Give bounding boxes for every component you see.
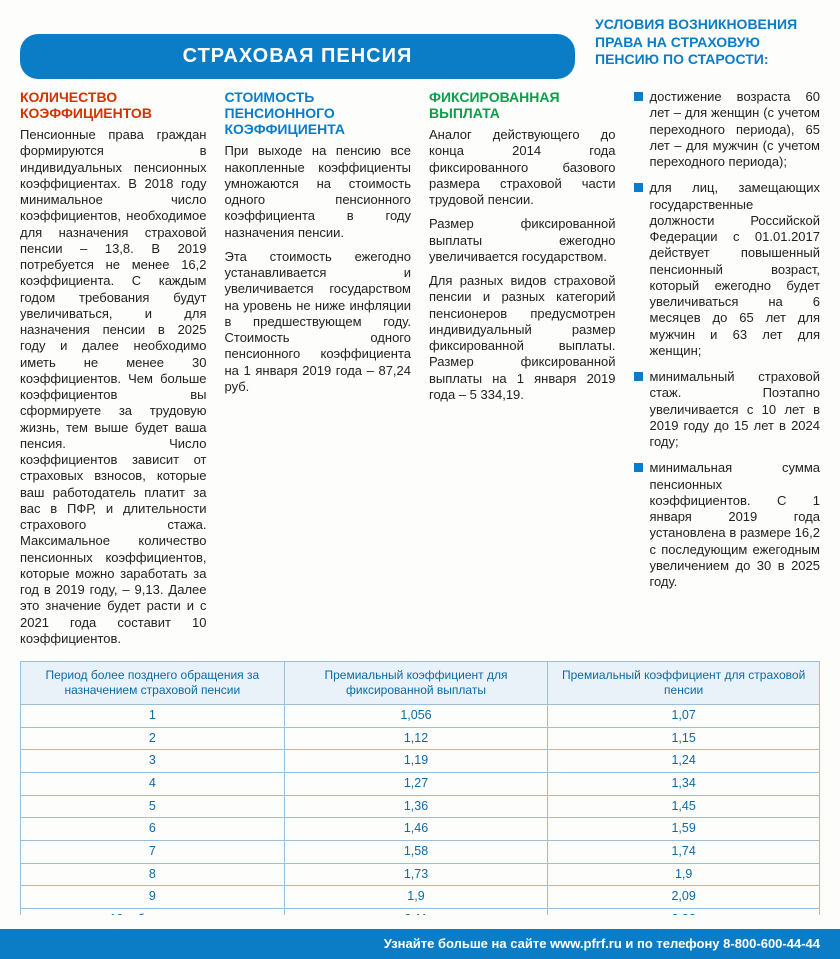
column-1: КОЛИЧЕСТВО КОЭФФИЦИЕНТОВ Пенсионные прав… xyxy=(20,89,207,647)
column-2: СТОИМОСТЬ ПЕНСИОННОГО КОЭФФИЦИЕНТА При в… xyxy=(225,89,412,647)
table-cell: 4 xyxy=(21,773,285,796)
table-body: 11,0561,0721,121,1531,191,2441,271,3451,… xyxy=(21,705,820,931)
col3-heading: ФИКСИРОВАННАЯ ВЫПЛАТА xyxy=(429,89,616,121)
table-cell: 1,36 xyxy=(284,795,548,818)
column-conditions: достижение возраста 60 лет – для женщин … xyxy=(634,89,821,647)
table-cell: 2 xyxy=(21,727,285,750)
table-cell: 1,45 xyxy=(548,795,820,818)
page-title: СТРАХОВАЯ ПЕНСИЯ xyxy=(20,34,575,79)
th-fixed: Премиальный коэффициент для фиксированно… xyxy=(284,662,548,705)
table-cell: 1,73 xyxy=(284,863,548,886)
column-3: ФИКСИРОВАННАЯ ВЫПЛАТА Аналог действующег… xyxy=(429,89,616,647)
table-row: 81,731,9 xyxy=(21,863,820,886)
col2-p1: При выходе на пенсию все накопленные коэ… xyxy=(225,143,412,241)
condition-item: минимальный страховой стаж. Поэтапно уве… xyxy=(634,369,821,450)
table-cell: 9 xyxy=(21,886,285,909)
table-cell: 8 xyxy=(21,863,285,886)
col1-text: Пенсионные права граждан формируются в и… xyxy=(20,127,207,647)
table-cell: 1,59 xyxy=(548,818,820,841)
th-period: Период более позднего обращения за назна… xyxy=(21,662,285,705)
col3-p1: Аналог действующего до конца 2014 года ф… xyxy=(429,127,616,208)
conditions-list: достижение возраста 60 лет – для женщин … xyxy=(634,89,821,590)
condition-item: минимальная сумма пенсионных коэффициент… xyxy=(634,460,821,590)
table-cell: 5 xyxy=(21,795,285,818)
col2-p2: Эта стоимость ежегодно устанавливается и… xyxy=(225,249,412,395)
table-row: 21,121,15 xyxy=(21,727,820,750)
table-cell: 1,74 xyxy=(548,840,820,863)
table-cell: 1 xyxy=(21,705,285,728)
table-cell: 1,58 xyxy=(284,840,548,863)
col2-heading: СТОИМОСТЬ ПЕНСИОННОГО КОЭФФИЦИЕНТА xyxy=(225,89,412,137)
table-row: 51,361,45 xyxy=(21,795,820,818)
table-row: 11,0561,07 xyxy=(21,705,820,728)
table-cell: 1,24 xyxy=(548,750,820,773)
table-cell: 1,34 xyxy=(548,773,820,796)
table-cell: 6 xyxy=(21,818,285,841)
col3-p2: Размер фиксированной выплаты ежегодно ув… xyxy=(429,216,616,265)
conditions-heading: УСЛОВИЯ ВОЗНИКНОВЕНИЯ ПРАВА НА СТРАХОВУЮ… xyxy=(595,16,820,79)
table-cell: 1,9 xyxy=(548,863,820,886)
table-cell: 2,09 xyxy=(548,886,820,909)
table-cell: 1,9 xyxy=(284,886,548,909)
table-row: 71,581,74 xyxy=(21,840,820,863)
table-cell: 1,46 xyxy=(284,818,548,841)
col3-p3: Для разных видов страховой пенсии и разн… xyxy=(429,273,616,403)
coefficients-table: Период более позднего обращения за назна… xyxy=(20,661,820,931)
col1-heading: КОЛИЧЕСТВО КОЭФФИЦИЕНТОВ xyxy=(20,89,207,121)
table-cell: 1,15 xyxy=(548,727,820,750)
th-insurance: Премиальный коэффициент для страховой пе… xyxy=(548,662,820,705)
condition-item: для лиц, замещающих государственные долж… xyxy=(634,180,821,359)
table-row: 31,191,24 xyxy=(21,750,820,773)
table-cell: 1,19 xyxy=(284,750,548,773)
table-header-row: Период более позднего обращения за назна… xyxy=(21,662,820,705)
table-cell: 1,056 xyxy=(284,705,548,728)
footer-bar: Узнайте больше на сайте www.pfrf.ru и по… xyxy=(0,915,840,959)
table-row: 91,92,09 xyxy=(21,886,820,909)
table-row: 41,271,34 xyxy=(21,773,820,796)
table-cell: 1,27 xyxy=(284,773,548,796)
table-cell: 1,07 xyxy=(548,705,820,728)
condition-item: достижение возраста 60 лет – для женщин … xyxy=(634,89,821,170)
table-cell: 3 xyxy=(21,750,285,773)
table-cell: 1,12 xyxy=(284,727,548,750)
table-row: 61,461,59 xyxy=(21,818,820,841)
table-cell: 7 xyxy=(21,840,285,863)
columns: КОЛИЧЕСТВО КОЭФФИЦИЕНТОВ Пенсионные прав… xyxy=(20,89,820,647)
